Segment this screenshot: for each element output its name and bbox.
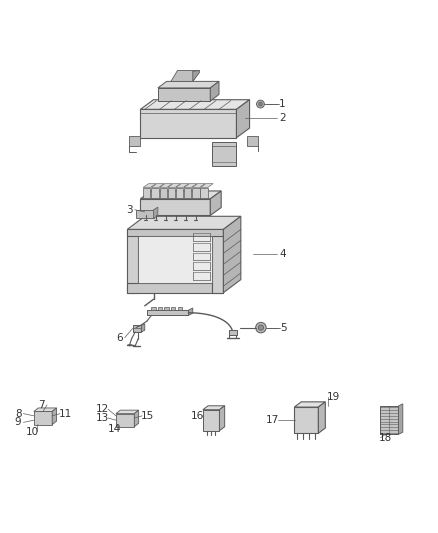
Circle shape — [256, 322, 266, 333]
Polygon shape — [127, 216, 241, 229]
Polygon shape — [212, 229, 223, 293]
Text: 10: 10 — [25, 426, 39, 437]
Polygon shape — [141, 191, 221, 199]
Polygon shape — [184, 188, 191, 198]
Polygon shape — [138, 236, 212, 283]
Polygon shape — [237, 100, 250, 138]
Polygon shape — [133, 326, 141, 332]
Polygon shape — [127, 229, 138, 293]
Text: 16: 16 — [191, 411, 204, 421]
Polygon shape — [294, 402, 325, 407]
Polygon shape — [147, 310, 188, 316]
Circle shape — [257, 100, 265, 108]
Polygon shape — [176, 188, 183, 198]
Text: 18: 18 — [379, 433, 392, 442]
Polygon shape — [219, 406, 225, 431]
Polygon shape — [136, 210, 153, 219]
Polygon shape — [153, 207, 158, 219]
Text: 3: 3 — [126, 205, 133, 215]
Polygon shape — [141, 324, 145, 332]
Polygon shape — [151, 188, 159, 198]
Polygon shape — [127, 229, 223, 236]
Polygon shape — [171, 306, 175, 310]
Polygon shape — [159, 188, 167, 198]
Polygon shape — [116, 414, 134, 427]
Polygon shape — [127, 344, 133, 346]
Text: 6: 6 — [116, 333, 123, 343]
Circle shape — [258, 325, 264, 330]
Polygon shape — [294, 407, 318, 433]
Polygon shape — [192, 183, 205, 188]
Text: 8: 8 — [15, 409, 21, 418]
Text: 4: 4 — [279, 249, 286, 259]
Text: 19: 19 — [327, 392, 340, 402]
Polygon shape — [143, 188, 150, 198]
Polygon shape — [151, 183, 164, 188]
Polygon shape — [134, 410, 139, 427]
Polygon shape — [116, 410, 139, 414]
Polygon shape — [193, 70, 199, 82]
Text: 11: 11 — [59, 409, 72, 418]
Polygon shape — [164, 306, 169, 310]
Polygon shape — [141, 109, 237, 138]
Polygon shape — [210, 191, 221, 215]
Polygon shape — [171, 70, 199, 82]
Polygon shape — [212, 142, 237, 166]
Polygon shape — [399, 404, 403, 434]
Polygon shape — [143, 183, 156, 188]
Text: 9: 9 — [15, 417, 21, 427]
Polygon shape — [201, 188, 208, 198]
Polygon shape — [176, 183, 189, 188]
Polygon shape — [34, 408, 57, 411]
Circle shape — [259, 102, 262, 106]
Text: 17: 17 — [266, 415, 279, 425]
Polygon shape — [210, 82, 219, 101]
Text: 12: 12 — [96, 404, 110, 414]
Polygon shape — [158, 82, 219, 88]
Polygon shape — [177, 306, 182, 310]
Polygon shape — [158, 88, 210, 101]
Text: 15: 15 — [141, 411, 154, 421]
Text: 13: 13 — [96, 413, 110, 423]
Polygon shape — [168, 183, 180, 188]
Polygon shape — [34, 411, 52, 425]
Polygon shape — [229, 330, 237, 335]
Text: 5: 5 — [280, 322, 287, 333]
Polygon shape — [203, 410, 219, 431]
Polygon shape — [201, 183, 213, 188]
Polygon shape — [159, 183, 172, 188]
Polygon shape — [223, 216, 241, 293]
Polygon shape — [203, 406, 225, 410]
Text: 14: 14 — [108, 424, 121, 434]
Polygon shape — [192, 188, 200, 198]
Polygon shape — [52, 408, 57, 425]
Text: 7: 7 — [39, 400, 45, 410]
Polygon shape — [318, 402, 325, 433]
Polygon shape — [188, 308, 193, 316]
Text: 2: 2 — [279, 113, 286, 123]
Polygon shape — [127, 283, 223, 293]
Polygon shape — [184, 183, 197, 188]
Polygon shape — [380, 406, 399, 434]
Polygon shape — [141, 100, 250, 109]
Polygon shape — [141, 199, 210, 215]
Text: 1: 1 — [279, 99, 286, 109]
Polygon shape — [158, 306, 162, 310]
Polygon shape — [151, 306, 155, 310]
Polygon shape — [168, 188, 175, 198]
Polygon shape — [247, 135, 258, 146]
Polygon shape — [130, 135, 141, 146]
